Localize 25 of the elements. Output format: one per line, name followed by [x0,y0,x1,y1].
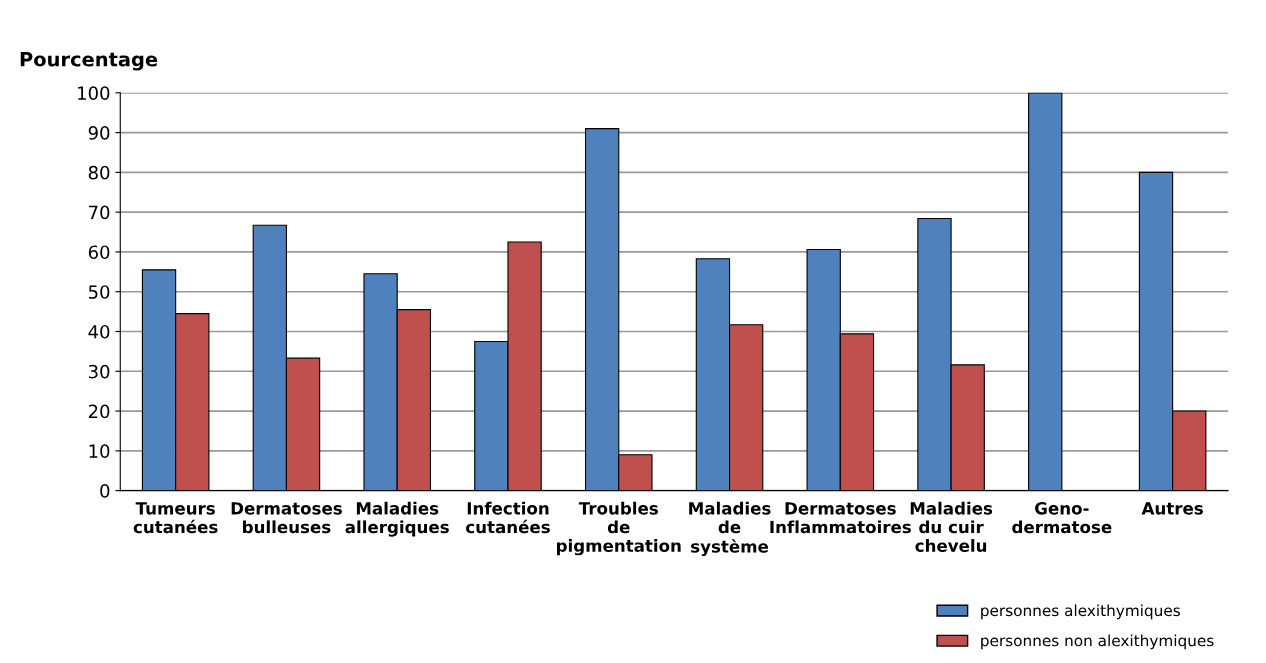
x-tick-label: Maladies de système [689,501,771,557]
x-tick-label: Autres [1141,502,1203,515]
y-tick-label: 70 [89,205,110,220]
y-tick-label: 40 [88,324,110,339]
legend-label: personnes non alexithymiques [981,634,1214,650]
x-tick-label: Maladies du cuir chevelu [910,501,993,552]
y-tick-label: 60 [88,245,110,260]
y-tick-label: 10 [89,444,110,458]
x-tick-label: Troubles de pigmentation [557,501,681,556]
x-tick-label: Dermatoses bulleuses [231,502,342,534]
bar [1028,92,1063,491]
x-tick-label: Infection cutanées [466,501,550,534]
x-tick-label: Geno- dermatose [1012,502,1112,534]
legend-label: personnes alexithymiques [981,604,1180,620]
x-tick-label: Tumeurs cutanées [133,502,218,534]
y-tick-label: 0 [100,484,110,498]
x-tick-label: Dermatoses Inflammatoires [770,502,911,534]
y-tick-label: 80 [88,165,110,180]
y-tick-label: 100 [78,86,110,100]
y-tick-label: 50 [88,285,110,299]
y-axis-title: Pourcentage [20,52,158,71]
y-tick-label: 90 [88,126,110,140]
y-tick-label: 20 [88,404,110,419]
x-tick-label: Maladies allergiques [345,501,449,537]
y-tick-label: 30 [88,364,110,379]
